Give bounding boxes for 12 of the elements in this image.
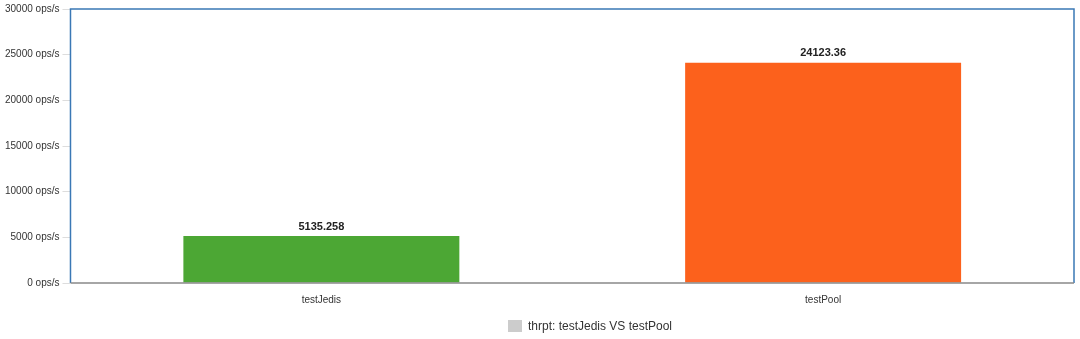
y-tick-label: 20000 ops/s — [4, 94, 60, 106]
y-tick-label: 5000 ops/s — [10, 231, 60, 243]
x-tick-label: testPool — [805, 293, 842, 305]
y-tick-label: 25000 ops/s — [4, 48, 60, 60]
data-label: 5135.258 — [298, 219, 345, 232]
y-tick-label: 15000 ops/s — [4, 139, 60, 151]
y-tick-label: 10000 ops/s — [4, 185, 60, 197]
data-label: 24123.36 — [800, 46, 847, 59]
y-tick-label: 0 ops/s — [27, 276, 60, 288]
y-tick-label: 30000 ops/s — [4, 2, 60, 14]
text: thrpt: testJedis VS testPool — [527, 319, 673, 333]
x-tick-label: testJedis — [301, 293, 342, 305]
